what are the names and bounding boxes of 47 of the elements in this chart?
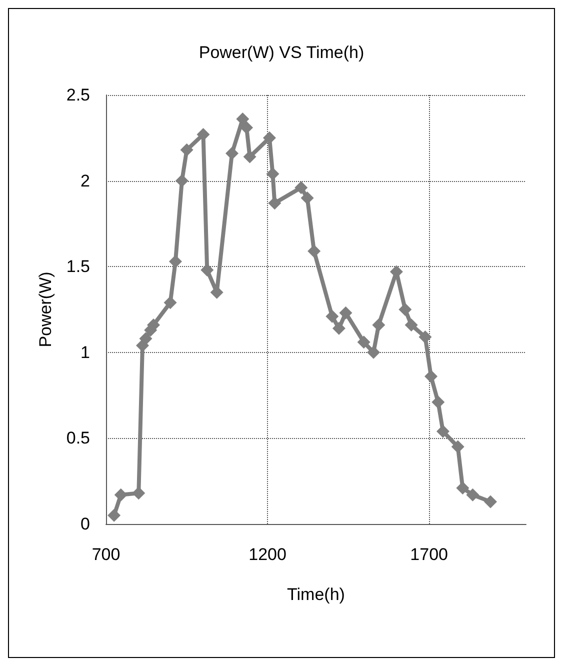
x-tick-label: 1700 [410, 545, 448, 564]
point [139, 332, 152, 346]
point [451, 440, 464, 454]
point [398, 303, 412, 316]
point [180, 143, 194, 156]
point [326, 310, 339, 323]
chart-title: Power(W) VS Time(h) [198, 43, 364, 62]
point [294, 181, 308, 194]
point [357, 336, 370, 349]
point [332, 322, 346, 335]
y-tick-label: 2 [80, 171, 90, 190]
point [372, 318, 386, 332]
y-tick-label: 2.5 [66, 86, 90, 104]
point [164, 296, 177, 310]
point [456, 481, 470, 494]
point [424, 370, 438, 383]
point [240, 121, 254, 134]
point [418, 330, 432, 344]
point [132, 486, 146, 500]
point [432, 396, 445, 409]
point [262, 131, 276, 144]
point [268, 196, 282, 210]
point [484, 495, 497, 508]
point [168, 254, 182, 268]
point [226, 146, 238, 160]
point [308, 244, 321, 258]
point [300, 191, 314, 204]
x-axis-title: Time(h) [287, 585, 345, 604]
point [114, 488, 128, 502]
x-tick-label: 1200 [248, 545, 286, 564]
y-tick-label: 1.5 [66, 257, 90, 276]
point [175, 174, 188, 188]
y-tick-label: 0 [80, 514, 90, 534]
y-axis-title: Power(W) [36, 272, 55, 348]
point [436, 424, 450, 438]
point [466, 488, 480, 502]
point [367, 346, 380, 359]
y-tick-label: 1 [80, 342, 90, 362]
point [108, 508, 121, 522]
point [196, 128, 210, 141]
point [339, 306, 352, 320]
point [266, 167, 280, 180]
point [200, 264, 214, 277]
y-tick-label: 0.5 [66, 428, 90, 448]
point [243, 150, 256, 164]
x-tick-label: 700 [92, 545, 120, 564]
point [404, 318, 418, 332]
